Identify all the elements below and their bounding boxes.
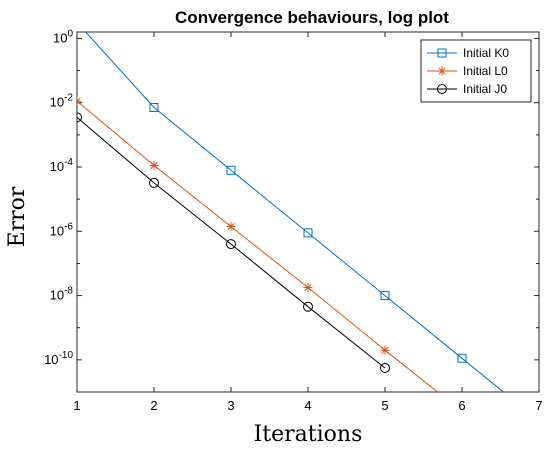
data-point xyxy=(226,222,236,232)
legend-label: Initial L0 xyxy=(463,64,508,78)
data-point xyxy=(303,283,313,293)
legend-marker xyxy=(437,84,447,94)
data-point xyxy=(303,301,313,312)
y-tick-label: 10-4 xyxy=(50,157,74,174)
legend: Initial K0 Initial L0 Initial J0 xyxy=(420,39,532,103)
x-tick-label: 5 xyxy=(381,398,388,413)
data-point xyxy=(380,345,390,355)
x-axis-label: Iterations xyxy=(254,422,363,447)
y-tick-label: 10-8 xyxy=(50,286,74,303)
x-tick-label: 7 xyxy=(535,398,542,413)
chart-title: Convergence behaviours, log plot xyxy=(175,8,449,27)
legend-label: Initial J0 xyxy=(463,82,507,96)
legend-entry: Initial L0 xyxy=(427,64,508,78)
legend-marker xyxy=(437,48,447,58)
data-point xyxy=(77,112,82,123)
legend-entry: Initial K0 xyxy=(427,46,509,60)
x-tick-label: 2 xyxy=(150,398,157,413)
series-layer xyxy=(77,32,505,392)
y-tick-label: 10-10 xyxy=(44,350,73,367)
y-axis-label: Error xyxy=(5,186,30,247)
series-line-2 xyxy=(77,117,386,369)
series-line-0 xyxy=(85,32,505,392)
legend-entry: Initial J0 xyxy=(427,82,507,96)
legend-marker xyxy=(437,66,447,76)
data-point xyxy=(457,353,467,363)
y-tick-label: 10-6 xyxy=(50,221,74,238)
x-tick-label: 4 xyxy=(304,398,311,413)
data-point xyxy=(149,177,159,188)
series-line-1 xyxy=(77,100,439,392)
data-point xyxy=(226,165,236,175)
data-point xyxy=(380,362,390,373)
data-point xyxy=(149,160,159,170)
data-point xyxy=(303,228,313,238)
data-point xyxy=(149,102,159,112)
plot-area: 1 2 3 4 5 6 7 100 10-2 10-4 10-6 10-8 10-10 Initial K… xyxy=(44,28,543,413)
y-tick-label: 10-2 xyxy=(50,93,74,110)
x-tick-label: 6 xyxy=(458,398,465,413)
data-point xyxy=(226,239,236,250)
y-tick-label: 100 xyxy=(53,28,73,45)
data-point xyxy=(77,96,82,106)
data-point xyxy=(380,291,390,301)
x-tick-label: 1 xyxy=(73,398,80,413)
x-tick-label: 3 xyxy=(227,398,234,413)
legend-label: Initial K0 xyxy=(463,46,509,60)
